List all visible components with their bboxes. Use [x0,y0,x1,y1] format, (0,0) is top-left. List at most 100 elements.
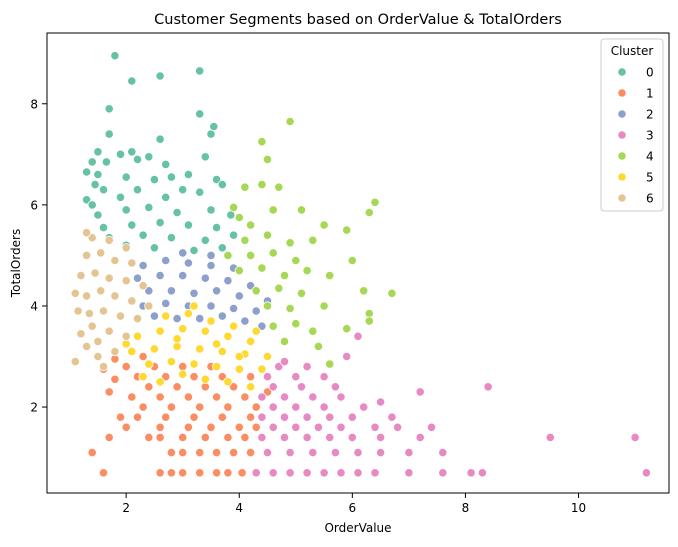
data-point-cluster-3 [545,432,555,442]
data-point-cluster-0 [200,235,210,245]
data-point-cluster-6 [104,273,114,283]
data-point-cluster-6 [104,326,114,336]
data-point-cluster-6 [70,288,80,298]
data-point-cluster-6 [98,361,109,372]
data-point-cluster-1 [189,372,199,382]
data-point-cluster-2 [161,298,171,308]
data-point-cluster-3 [387,412,397,422]
plot-frame [46,32,670,494]
data-point-cluster-0 [98,185,109,195]
data-point-cluster-0 [87,157,97,167]
data-point-cluster-3 [353,447,363,458]
data-point-cluster-1 [223,468,233,478]
data-point-cluster-1 [223,432,233,442]
data-point-cluster-1 [183,392,193,402]
data-point-cluster-3 [415,387,425,397]
x-axis-ticks: 2 4 6 8 10 [122,493,586,515]
data-point-cluster-0 [104,104,114,114]
data-point-cluster-3 [353,468,363,478]
data-point-cluster-4 [364,316,374,326]
data-point-cluster-0 [98,223,109,233]
data-point-cluster-6 [82,341,92,351]
data-point-cluster-4 [229,202,239,212]
legend-entry-label: 0 [646,66,654,80]
data-point-cluster-1 [195,447,205,458]
data-point-cluster-3 [296,382,307,392]
data-point-cluster-1 [212,447,222,458]
data-point-cluster-0 [183,169,193,180]
data-point-cluster-5 [234,351,244,362]
data-point-cluster-3 [426,422,437,432]
data-point-cluster-5 [234,364,244,374]
data-point-cluster-5 [257,364,267,374]
data-point-cluster-5 [251,326,261,336]
data-point-cluster-3 [319,468,329,478]
data-point-cluster-3 [319,372,329,382]
data-point-cluster-4 [387,288,397,298]
data-point-cluster-2 [161,255,171,266]
data-point-cluster-0 [127,220,137,230]
data-point-cluster-0 [226,210,236,220]
data-point-cluster-6 [82,291,92,301]
data-point-cluster-1 [223,402,233,412]
data-point-cluster-0 [149,175,159,185]
data-point-cluster-1 [246,372,256,382]
data-point-cluster-4 [319,301,329,311]
data-point-cluster-3 [370,468,380,478]
data-point-cluster-5 [178,324,188,334]
data-point-cluster-1 [206,422,216,432]
data-point-cluster-4 [240,182,250,192]
data-point-cluster-1 [161,372,171,382]
data-point-cluster-1 [98,468,109,478]
data-point-cluster-1 [144,432,154,442]
data-point-cluster-3 [291,402,301,412]
legend-entry-label: 2 [646,108,654,122]
data-point-cluster-5 [229,321,239,331]
legend-title: Cluster [611,44,654,58]
data-point-cluster-2 [155,270,165,281]
data-point-cluster-2 [223,276,233,286]
data-point-cluster-2 [172,313,182,324]
data-point-cluster-2 [149,311,159,321]
data-point-cluster-1 [246,447,256,458]
data-point-cluster-3 [302,412,312,422]
data-point-cluster-3 [285,447,295,458]
data-point-cluster-5 [155,377,165,387]
data-point-cluster-1 [234,422,244,432]
data-point-cluster-4 [302,265,312,276]
data-point-cluster-6 [84,308,95,319]
data-point-cluster-3 [392,422,403,432]
data-point-cluster-4 [308,326,318,336]
data-point-cluster-0 [90,180,100,190]
data-point-cluster-1 [178,432,188,442]
data-point-cluster-2 [240,316,250,326]
data-point-cluster-0 [212,223,222,233]
data-point-cluster-0 [195,109,205,119]
data-point-cluster-4 [268,248,278,258]
data-point-cluster-5 [206,316,216,326]
data-point-cluster-2 [206,250,216,260]
data-point-cluster-0 [127,147,137,157]
x-tick-label: 2 [122,501,130,515]
data-point-cluster-1 [161,412,171,422]
data-point-cluster-5 [212,339,222,349]
data-point-cluster-5 [161,311,171,321]
data-point-cluster-3 [342,351,352,362]
data-point-cluster-0 [155,71,165,81]
data-point-cluster-1 [237,468,247,478]
data-point-cluster-4 [364,308,374,319]
data-point-cluster-2 [257,321,267,331]
data-point-cluster-3 [466,468,476,478]
data-point-cluster-3 [302,468,312,478]
data-point-cluster-3 [330,382,340,392]
data-point-cluster-1 [195,468,205,478]
x-tick-label: 6 [349,501,357,515]
data-point-cluster-1 [121,422,131,432]
data-point-cluster-6 [98,306,109,316]
data-point-cluster-6 [110,346,120,357]
data-point-cluster-5 [183,308,193,319]
data-point-cluster-2 [189,288,199,298]
data-point-cluster-0 [82,195,92,205]
data-point-cluster-4 [234,265,244,276]
data-point-cluster-4 [285,303,295,314]
